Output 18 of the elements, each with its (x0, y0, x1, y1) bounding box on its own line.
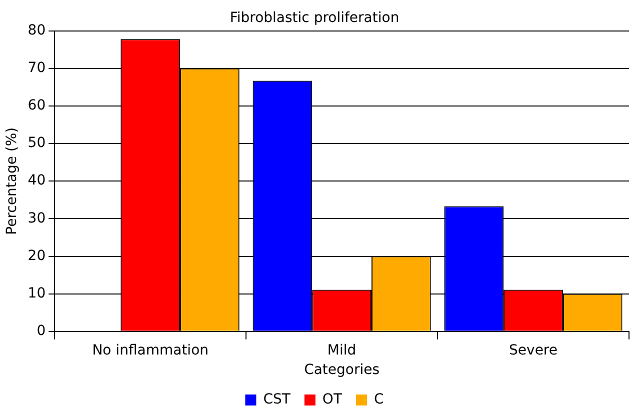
y-tick-label: 70 (28, 60, 46, 76)
y-tick-label: 80 (28, 22, 46, 38)
y-axis-title: Percentage (%) (4, 127, 20, 235)
y-tick-label: 20 (28, 248, 46, 264)
legend-label: CST (263, 392, 291, 408)
chart-title: Fibroblastic proliferation (230, 10, 400, 26)
x-tick-label: Severe (509, 342, 558, 358)
x-tick-label: No inflammation (92, 342, 209, 358)
y-tick-label: 0 (36, 323, 46, 340)
y-tick-label: 10 (28, 285, 46, 302)
y-tick-label: 60 (28, 98, 46, 114)
x-axis-title: Categories (304, 362, 380, 378)
x-tick-label: Mild (327, 342, 356, 358)
y-tick-label: 30 (28, 210, 46, 226)
y-tick-label: 50 (28, 135, 46, 152)
legend-label: OT (322, 392, 342, 408)
legend-label: C (374, 392, 384, 408)
y-tick-label: 40 (28, 172, 46, 189)
